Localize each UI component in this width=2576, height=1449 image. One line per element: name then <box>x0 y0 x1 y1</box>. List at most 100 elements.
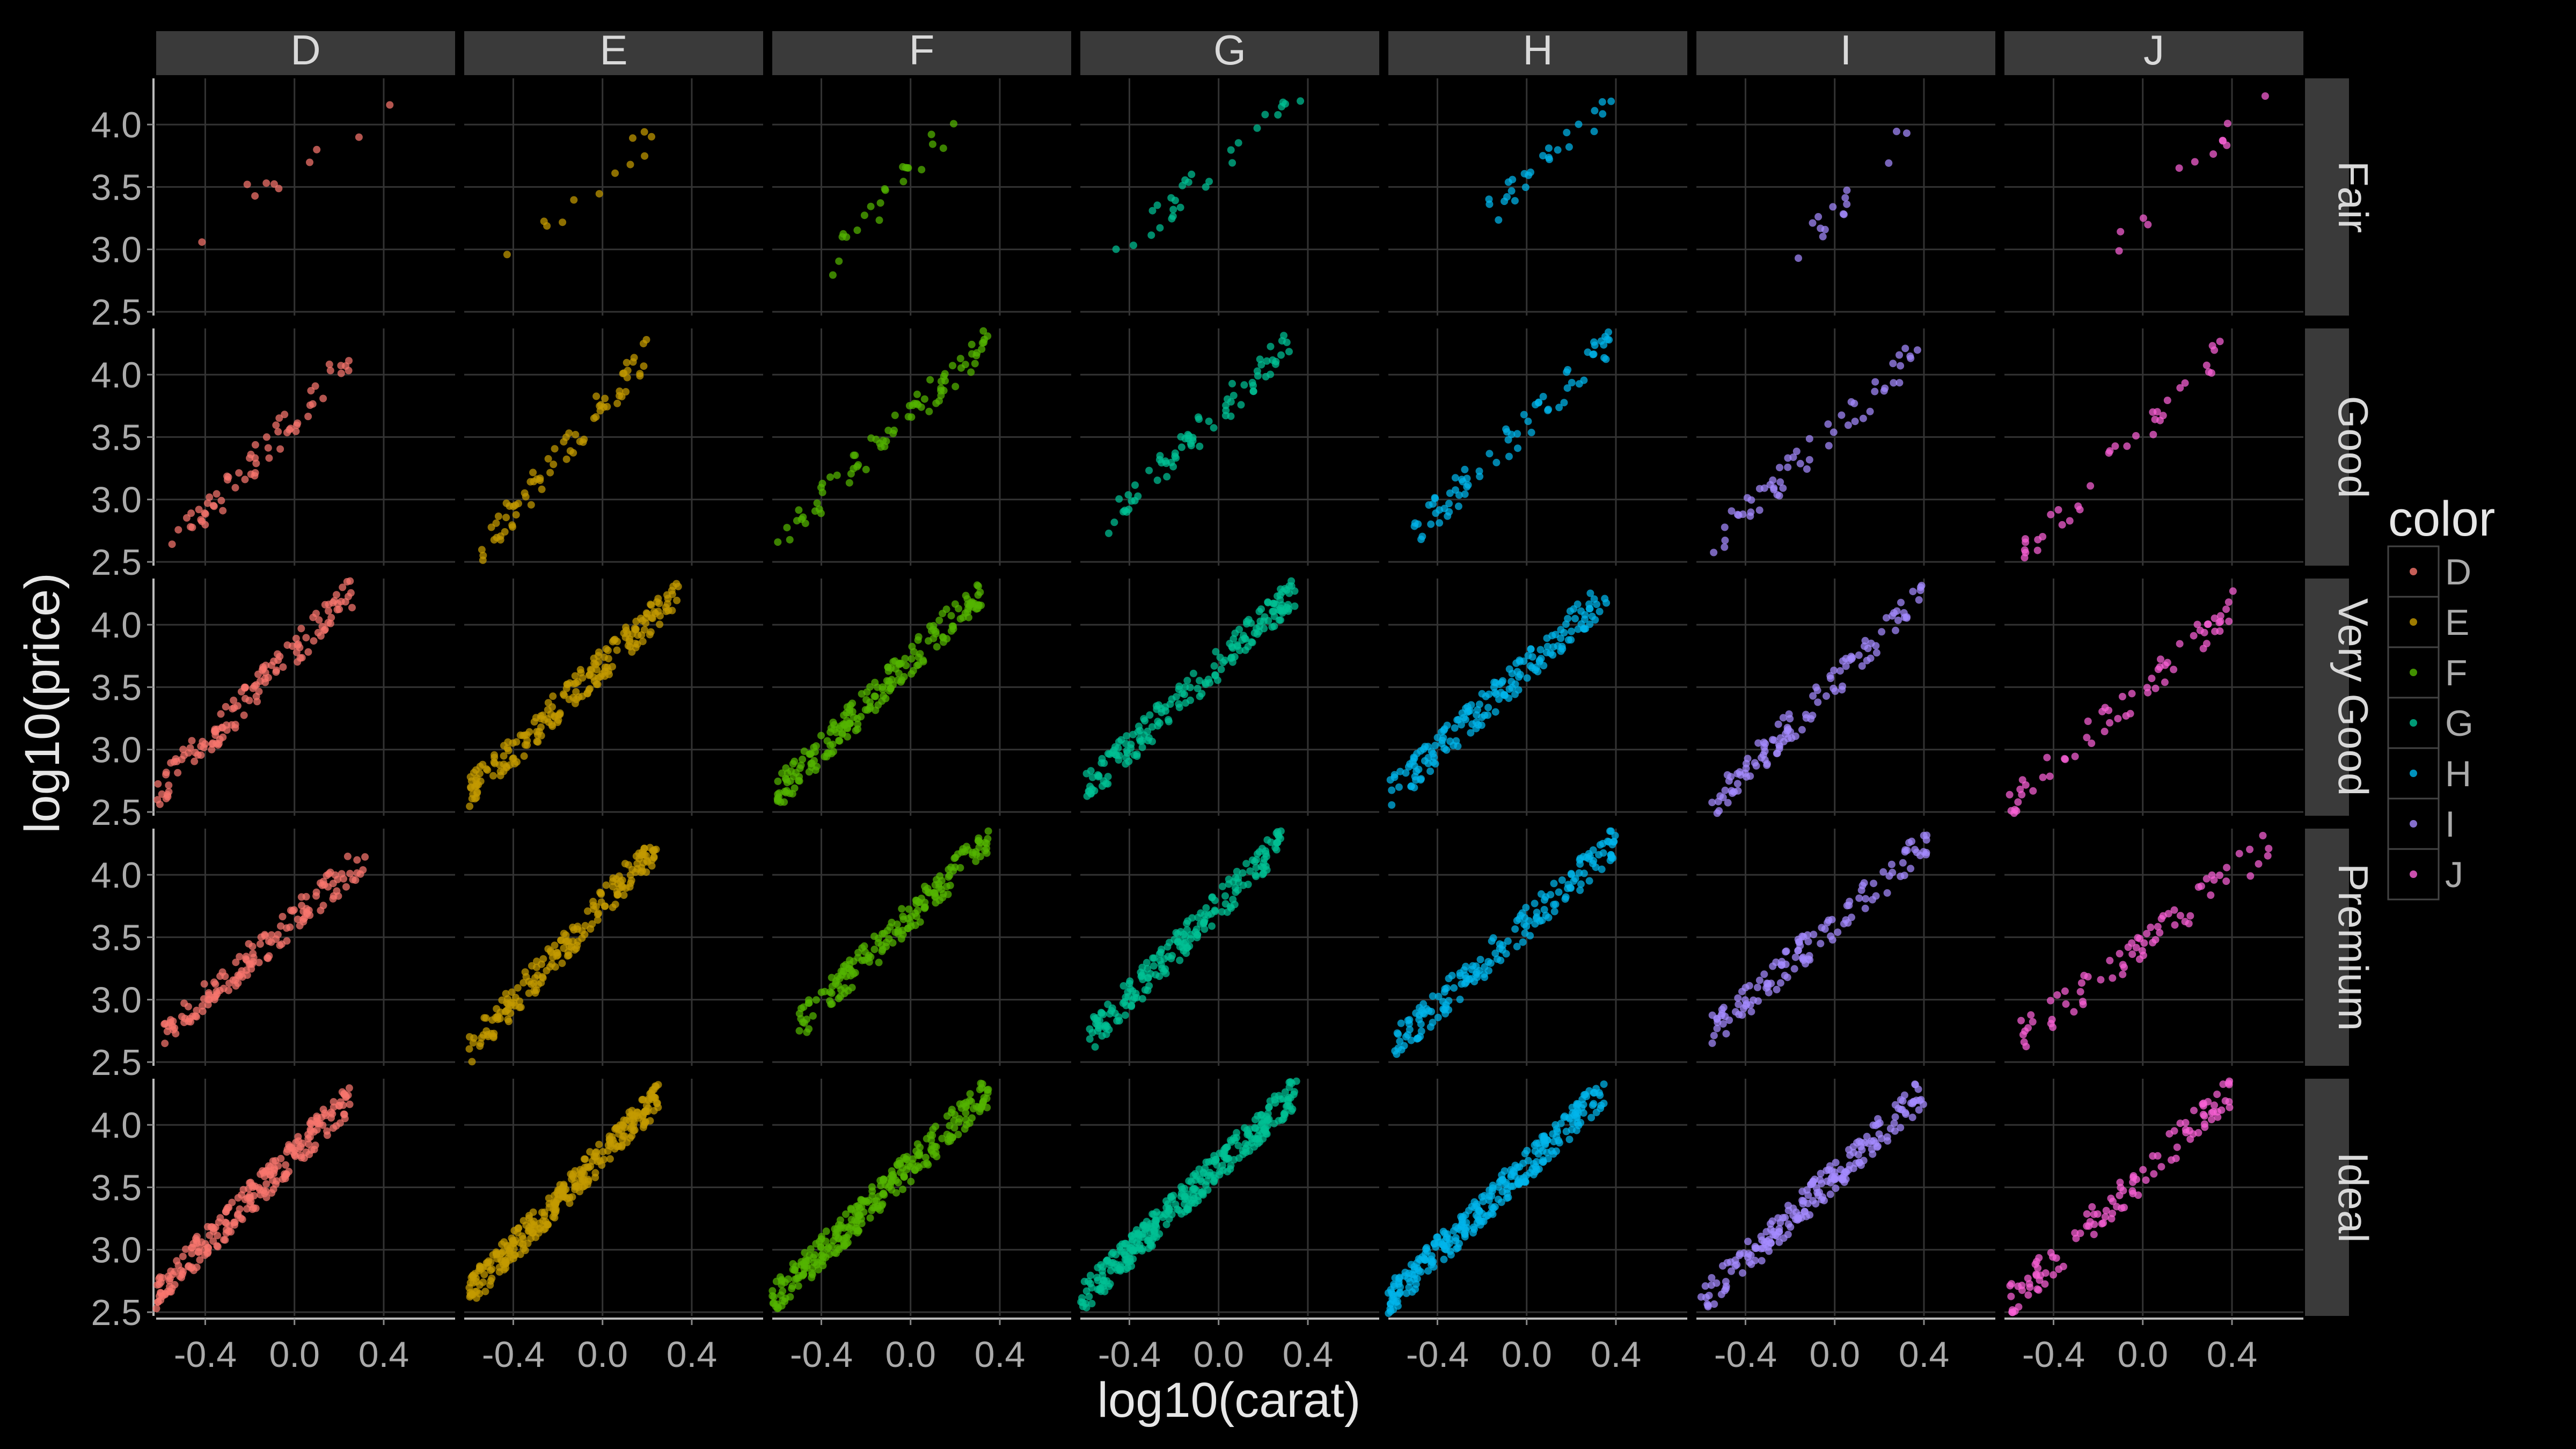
scatter-point <box>2106 956 2114 964</box>
scatter-point <box>796 764 804 772</box>
scatter-point <box>1600 1080 1608 1088</box>
scatter-point <box>1737 771 1745 779</box>
scatter-point <box>777 1291 785 1299</box>
scatter-point <box>279 663 287 671</box>
scatter-point <box>520 752 528 760</box>
scatter-point <box>211 725 219 733</box>
scatter-point <box>1405 1283 1413 1291</box>
scatter-point <box>927 1136 935 1144</box>
scatter-point <box>962 1109 970 1117</box>
scatter-point <box>971 360 979 368</box>
scatter-point <box>503 251 511 259</box>
scatter-point <box>1563 129 1571 136</box>
scatter-point <box>1755 506 1763 514</box>
scatter-point <box>174 769 182 777</box>
scatter-point <box>850 713 858 721</box>
axes: 2.53.03.54.02.53.03.54.02.53.03.54.02.53… <box>91 78 2303 1375</box>
scatter-point <box>2204 620 2212 628</box>
scatter-point <box>586 685 594 693</box>
scatter-point <box>882 942 890 950</box>
scatter-point <box>799 513 807 521</box>
scatter-point <box>1430 753 1438 762</box>
scatter-point <box>1100 1283 1108 1290</box>
scatter-point <box>493 1255 501 1263</box>
scatter-point <box>472 782 480 790</box>
scatter-point <box>1881 384 1889 392</box>
scatter-point <box>976 853 984 861</box>
scatter-point <box>1122 753 1130 762</box>
scatter-point <box>243 971 251 979</box>
scatter-point <box>1267 370 1275 378</box>
scatter-point <box>297 1154 305 1161</box>
scatter-point <box>2149 408 2157 416</box>
scatter-point <box>171 1024 179 1032</box>
scatter-point <box>1264 1110 1272 1117</box>
scatter-point <box>1253 630 1261 638</box>
scatter-point <box>2128 690 2136 698</box>
scatter-point <box>2020 1038 2028 1046</box>
scatter-point <box>504 738 512 746</box>
scatter-point <box>1580 869 1588 877</box>
scatter-point <box>875 216 883 224</box>
scatter-point <box>1406 760 1414 768</box>
scatter-point <box>845 479 853 487</box>
scatter-point <box>870 1197 879 1205</box>
scatter-point <box>527 501 535 509</box>
scatter-point <box>527 1225 535 1233</box>
scatter-point <box>551 941 559 949</box>
scatter-point <box>386 101 394 109</box>
scatter-point <box>187 1243 195 1252</box>
scatter-point <box>2170 1127 2178 1135</box>
scatter-point <box>1485 195 1493 203</box>
scatter-point <box>572 430 580 438</box>
scatter-point <box>866 1214 874 1222</box>
scatter-point <box>2054 506 2062 514</box>
scatter-point <box>241 475 249 484</box>
scatter-point <box>1485 690 1493 698</box>
scatter-point <box>1566 607 1574 615</box>
scatter-point <box>1762 1228 1770 1236</box>
scatter-point <box>1760 970 1768 978</box>
scatter-point <box>874 1204 882 1212</box>
scatter-point <box>622 1116 630 1124</box>
y-tick-label: 3.0 <box>91 980 142 1021</box>
scatter-point <box>948 1134 956 1142</box>
scatter-point <box>1185 1177 1193 1185</box>
scatter-point <box>2216 338 2224 346</box>
scatter-point <box>1147 231 1155 239</box>
scatter-point <box>672 580 680 588</box>
scatter-point <box>559 1192 567 1200</box>
scatter-point <box>1410 522 1418 530</box>
scatter-point <box>551 1214 559 1221</box>
scatter-point <box>1231 884 1239 892</box>
scatter-point <box>305 1140 312 1148</box>
scatter-point <box>509 1238 517 1246</box>
scatter-point <box>1870 880 1878 888</box>
scatter-point <box>1781 971 1789 979</box>
scatter-point <box>1181 1208 1189 1216</box>
scatter-point <box>306 401 314 409</box>
scatter-point <box>1478 1193 1486 1201</box>
scatter-point <box>1524 652 1532 660</box>
scatter-point <box>642 1107 650 1115</box>
scatter-point <box>1849 1148 1857 1157</box>
scatter-point <box>1894 616 1902 624</box>
scatter-point <box>1144 986 1152 994</box>
scatter-point <box>1441 985 1449 993</box>
scatter-point <box>265 1167 273 1175</box>
scatter-point <box>1454 502 1462 510</box>
scatter-point <box>1435 992 1443 1000</box>
scatter-point <box>1520 411 1528 419</box>
scatter-point <box>1784 463 1792 471</box>
scatter-point <box>648 614 656 622</box>
scatter-point <box>860 1208 868 1216</box>
scatter-point <box>295 1145 303 1153</box>
scatter-point <box>1258 1117 1266 1125</box>
scatter-point <box>1391 773 1399 781</box>
scatter-point <box>1591 107 1599 115</box>
scatter-point <box>1291 587 1299 595</box>
scatter-point <box>465 1045 473 1053</box>
scatter-point <box>1168 1195 1176 1203</box>
scatter-point <box>489 772 497 780</box>
scatter-point <box>473 789 481 797</box>
